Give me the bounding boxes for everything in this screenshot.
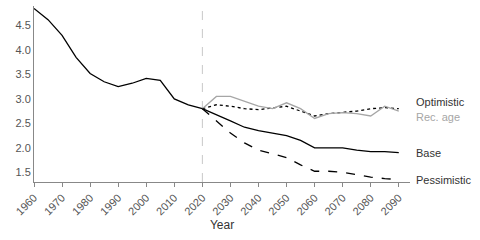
svg-text:Rec. age: Rec. age bbox=[416, 111, 460, 123]
svg-text:2.5: 2.5 bbox=[16, 117, 31, 129]
svg-text:2080: 2080 bbox=[350, 192, 376, 218]
svg-text:2070: 2070 bbox=[322, 192, 348, 218]
svg-text:1990: 1990 bbox=[98, 192, 124, 218]
svg-text:2040: 2040 bbox=[238, 192, 264, 218]
svg-text:4.0: 4.0 bbox=[16, 44, 31, 56]
svg-text:2.0: 2.0 bbox=[16, 142, 31, 154]
svg-text:2020: 2020 bbox=[182, 192, 208, 218]
svg-text:Pessimistic: Pessimistic bbox=[416, 174, 472, 186]
svg-text:2010: 2010 bbox=[154, 192, 180, 218]
svg-text:2030: 2030 bbox=[210, 192, 236, 218]
svg-text:Optimistic: Optimistic bbox=[416, 96, 465, 108]
svg-text:1.5: 1.5 bbox=[16, 166, 31, 178]
svg-text:4.5: 4.5 bbox=[16, 19, 31, 31]
svg-text:Year: Year bbox=[210, 218, 234, 232]
svg-text:2060: 2060 bbox=[294, 192, 320, 218]
svg-text:3.5: 3.5 bbox=[16, 68, 31, 80]
svg-text:3.0: 3.0 bbox=[16, 93, 31, 105]
svg-text:2050: 2050 bbox=[266, 192, 292, 218]
svg-text:1980: 1980 bbox=[70, 192, 96, 218]
svg-text:Base: Base bbox=[416, 147, 441, 159]
svg-text:1970: 1970 bbox=[42, 192, 68, 218]
svg-text:2000: 2000 bbox=[126, 192, 152, 218]
svg-text:1960: 1960 bbox=[14, 192, 40, 218]
svg-text:2090: 2090 bbox=[378, 192, 404, 218]
